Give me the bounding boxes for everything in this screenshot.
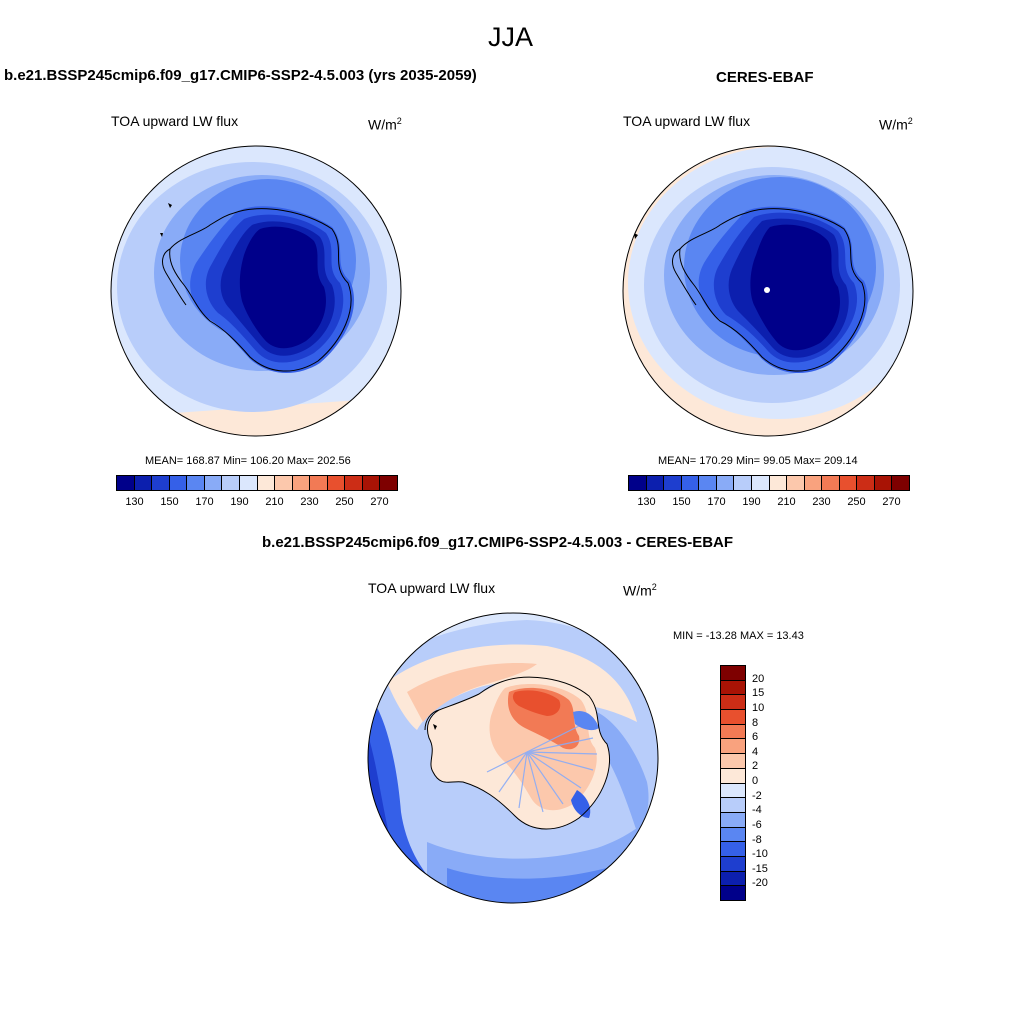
colorbar-tick-label: 250 bbox=[847, 496, 866, 508]
colorbar-swatch bbox=[721, 842, 745, 857]
colorbar-swatch bbox=[721, 798, 745, 813]
colorbar-tick-label: 190 bbox=[230, 496, 249, 508]
colorbar-tick-label: 270 bbox=[370, 496, 389, 508]
diff-units-label: W/m2 bbox=[623, 582, 657, 599]
colorbar-swatch bbox=[721, 710, 745, 725]
colorbar-tick-label: 230 bbox=[300, 496, 319, 508]
obs-units-label: W/m2 bbox=[879, 116, 913, 133]
colorbar-tick-label: 10 bbox=[752, 701, 765, 714]
colorbar-swatch bbox=[734, 476, 752, 490]
colorbar-swatch bbox=[721, 768, 745, 784]
colorbar-swatch bbox=[257, 476, 276, 490]
colorbar-swatch bbox=[804, 476, 823, 490]
colorbar-tick-label: 2 bbox=[752, 760, 759, 773]
colorbar-swatch bbox=[204, 476, 223, 490]
colorbar-tick-label: 6 bbox=[752, 731, 759, 744]
colorbar-tick-label: -10 bbox=[752, 848, 768, 861]
colorbar-swatch bbox=[721, 783, 745, 799]
colorbar-tick-label: 20 bbox=[752, 672, 765, 685]
colorbar-tick-label: -15 bbox=[752, 862, 768, 875]
colorbar-swatch bbox=[222, 476, 240, 490]
colorbar-swatch bbox=[310, 476, 328, 490]
model-colorbar bbox=[116, 475, 398, 491]
colorbar-swatch bbox=[721, 871, 745, 887]
season-title: JJA bbox=[488, 22, 534, 52]
colorbar-tick-label: 210 bbox=[777, 496, 796, 508]
colorbar-swatch bbox=[292, 476, 311, 490]
colorbar-swatch bbox=[664, 476, 682, 490]
colorbar-tick-label: 0 bbox=[752, 775, 759, 787]
colorbar-swatch bbox=[327, 476, 346, 490]
colorbar-tick-label: 8 bbox=[752, 716, 759, 729]
colorbar-swatch bbox=[699, 476, 717, 490]
colorbar-swatch bbox=[239, 476, 258, 490]
colorbar-swatch bbox=[134, 476, 153, 490]
colorbar-swatch bbox=[721, 812, 745, 828]
colorbar-swatch bbox=[721, 695, 745, 711]
model-units-label: W/m2 bbox=[368, 116, 402, 133]
colorbar-swatch bbox=[646, 476, 665, 490]
colorbar-tick-label: -6 bbox=[752, 818, 762, 831]
colorbar-swatch bbox=[892, 476, 909, 490]
colorbar-swatch bbox=[152, 476, 170, 490]
colorbar-swatch bbox=[721, 739, 745, 755]
colorbar-tick-label: 210 bbox=[265, 496, 284, 508]
colorbar-swatch bbox=[721, 724, 745, 740]
obs-panel-title: CERES-EBAF bbox=[716, 69, 814, 86]
diff-colorbar bbox=[720, 665, 746, 901]
colorbar-tick-label: -4 bbox=[752, 804, 762, 817]
colorbar-swatch bbox=[721, 680, 745, 696]
colorbar-swatch bbox=[721, 856, 745, 872]
colorbar-tick-label: 150 bbox=[160, 496, 179, 508]
colorbar-tick-label: -2 bbox=[752, 789, 762, 802]
colorbar-swatch bbox=[721, 886, 745, 900]
colorbar-swatch bbox=[117, 476, 135, 490]
colorbar-swatch bbox=[874, 476, 893, 490]
colorbar-swatch bbox=[275, 476, 293, 490]
diff-stats: MIN = -13.28 MAX = 13.43 bbox=[673, 630, 804, 642]
colorbar-swatch bbox=[629, 476, 647, 490]
model-variable-label: TOA upward LW flux bbox=[111, 113, 239, 129]
difference-polar-map bbox=[367, 612, 659, 904]
model-polar-map bbox=[110, 145, 402, 437]
diff-variable-label: TOA upward LW flux bbox=[368, 580, 496, 596]
colorbar-swatch bbox=[721, 666, 745, 681]
colorbar-swatch bbox=[362, 476, 381, 490]
colorbar-swatch bbox=[769, 476, 788, 490]
colorbar-swatch bbox=[721, 827, 745, 843]
colorbar-swatch bbox=[187, 476, 205, 490]
colorbar-tick-label: 15 bbox=[752, 687, 765, 700]
colorbar-tick-label: 250 bbox=[335, 496, 354, 508]
colorbar-swatch bbox=[822, 476, 840, 490]
colorbar-swatch bbox=[857, 476, 875, 490]
colorbar-tick-label: -8 bbox=[752, 833, 762, 846]
colorbar-tick-label: 4 bbox=[752, 745, 759, 758]
obs-colorbar bbox=[628, 475, 910, 491]
colorbar-tick-label: 130 bbox=[125, 496, 144, 508]
colorbar-swatch bbox=[839, 476, 858, 490]
colorbar-swatch bbox=[716, 476, 735, 490]
colorbar-tick-label: 130 bbox=[637, 496, 656, 508]
colorbar-tick-label: 170 bbox=[707, 496, 726, 508]
colorbar-tick-label: 170 bbox=[195, 496, 214, 508]
colorbar-tick-label: 190 bbox=[742, 496, 761, 508]
colorbar-swatch bbox=[169, 476, 188, 490]
colorbar-tick-label: 230 bbox=[812, 496, 831, 508]
colorbar-swatch bbox=[721, 754, 745, 769]
model-stats: MEAN= 168.87 Min= 106.20 Max= 202.56 bbox=[145, 455, 351, 467]
diff-panel-title: b.e21.BSSP245cmip6.f09_g17.CMIP6-SSP2-4.… bbox=[262, 534, 734, 551]
colorbar-tick-label: 150 bbox=[672, 496, 691, 508]
obs-stats: MEAN= 170.29 Min= 99.05 Max= 209.14 bbox=[658, 455, 858, 467]
colorbar-tick-label: -20 bbox=[752, 877, 768, 890]
obs-variable-label: TOA upward LW flux bbox=[623, 113, 751, 129]
model-panel-title: b.e21.BSSP245cmip6.f09_g17.CMIP6-SSP2-4.… bbox=[4, 67, 477, 84]
colorbar-swatch bbox=[751, 476, 770, 490]
colorbar-swatch bbox=[787, 476, 805, 490]
obs-polar-map bbox=[622, 145, 914, 437]
colorbar-tick-label: 270 bbox=[882, 496, 901, 508]
colorbar-swatch bbox=[681, 476, 700, 490]
colorbar-swatch bbox=[345, 476, 363, 490]
colorbar-swatch bbox=[380, 476, 397, 490]
